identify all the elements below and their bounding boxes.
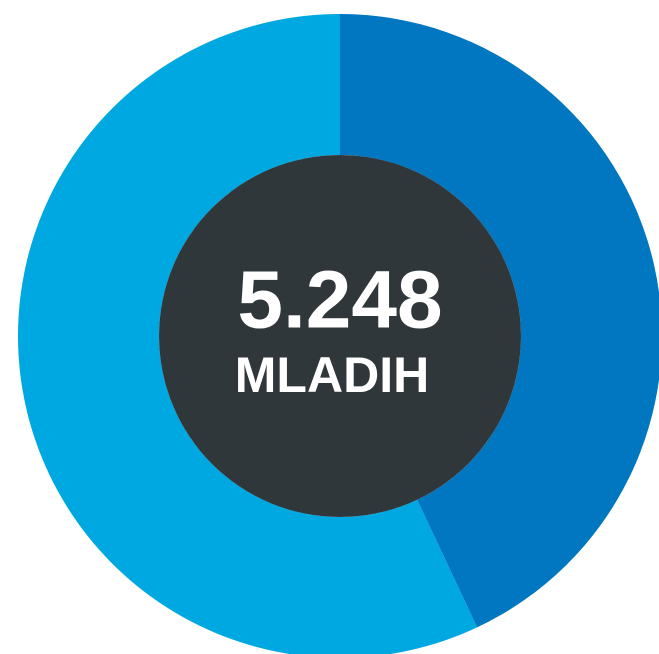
- center-label: MLADIH: [235, 347, 429, 403]
- slice: [340, 14, 659, 628]
- center-disk: [159, 155, 521, 517]
- slices: [18, 14, 659, 654]
- slice: [18, 14, 478, 654]
- center-value: 5.248: [237, 255, 442, 346]
